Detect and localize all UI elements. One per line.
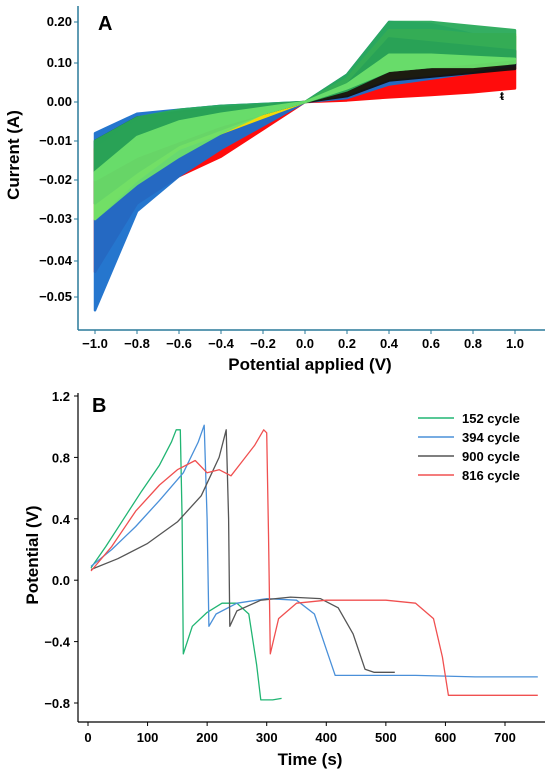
legend-label: 900 cycle: [462, 449, 520, 464]
panel-b-letter: B: [92, 395, 106, 417]
panel-b-x-tick-label: 400: [315, 730, 337, 745]
panel-b-y-tick-label: −0.8: [44, 696, 70, 711]
panel-a-y-tick-label: −0.04: [39, 253, 73, 268]
panel-b-plot-area: [90, 424, 538, 701]
gcd-line-1: [90, 429, 282, 701]
panel-a-y-ticks: 0.20 0.10 0.00 −0.01 −0.02 −0.03 −0.04 −0.05: [39, 14, 78, 304]
panel-a-x-tick-label: 1.0: [506, 336, 524, 351]
panel-a-stray-mark: ᵵ: [499, 89, 504, 103]
panel-b: B 1.2 0.8 0.4 0.0 −0.4 −0.8 0 100 200 300 400 500 6…: [23, 389, 545, 769]
panel-b-legend: 152 cycle 394 cycle 900 cycle 816 cycle: [418, 411, 520, 483]
panel-a-y-tick-label: −0.02: [39, 172, 72, 187]
panel-a-x-tick-label: −0.8: [124, 336, 150, 351]
panel-a-x-tick-label: −1.0: [82, 336, 108, 351]
legend-label: 816 cycle: [462, 468, 520, 483]
panel-a-letter: A: [98, 13, 112, 35]
panel-b-y-tick-label: 0.4: [52, 512, 71, 527]
panel-b-x-axis-title: Time (s): [278, 750, 343, 769]
panel-a-x-tick-label: −0.2: [250, 336, 276, 351]
panel-a-y-tick-label: 0.10: [47, 55, 72, 70]
legend-label: 152 cycle: [462, 411, 520, 426]
panel-b-x-tick-label: 600: [435, 730, 457, 745]
panel-a-y-tick-label: 0.00: [47, 94, 72, 109]
panel-a-x-tick-label: 0.8: [464, 336, 482, 351]
panel-b-y-axis-title: Potential (V): [23, 505, 42, 604]
panel-b-y-tick-label: 0.0: [52, 573, 70, 588]
gcd-line-2: [90, 424, 538, 678]
panel-a-y-tick-label: 0.20: [47, 14, 72, 29]
gcd-line-4: [90, 429, 538, 696]
cv-band-6: [93, 53, 517, 221]
gcd-line-3: [90, 429, 395, 673]
panel-b-x-tick-label: 700: [494, 730, 516, 745]
panel-b-x-ticks: 0 100 200 300 400 500 600 700: [84, 722, 516, 745]
panel-b-x-tick-label: 300: [256, 730, 278, 745]
panel-a-y-axis-title: Current (A): [4, 110, 23, 200]
panel-a-x-tick-label: −0.4: [208, 336, 234, 351]
panel-b-x-tick-label: 100: [137, 730, 159, 745]
legend-label: 394 cycle: [462, 430, 520, 445]
panel-a: A 0.200.100.00−0.01−0.02−0.03−0.04−0.05 …: [4, 6, 545, 374]
panel-a-x-tick-label: −0.6: [166, 336, 192, 351]
panel-a-plot-area: [93, 20, 517, 312]
panel-a-x-tick-label: 0.0: [296, 336, 314, 351]
panel-a-x-tick-label: 0.6: [422, 336, 440, 351]
panel-a-y-tick-label: −0.05: [39, 289, 72, 304]
panel-a-x-tick-label: 0.2: [338, 336, 356, 351]
panel-a-y-tick-label: −0.01: [39, 133, 72, 148]
panel-b-y-ticks: 1.2 0.8 0.4 0.0 −0.4 −0.8: [44, 389, 78, 711]
panel-a-y-tick-label: −0.03: [39, 211, 72, 226]
panel-b-y-tick-label: 1.2: [52, 389, 70, 404]
panel-a-x-ticks: −1.0 −0.8 −0.6 −0.4 −0.2 0.0 0.2 0.4 0.6 0.8 1.0: [82, 330, 524, 351]
panel-b-x-tick-label: 200: [196, 730, 218, 745]
panel-a-x-tick-label: 0.4: [380, 336, 399, 351]
panel-b-x-tick-label: 0: [84, 730, 91, 745]
panel-a-x-axis-title: Potential applied (V): [228, 355, 391, 374]
panel-b-y-tick-label: −0.4: [44, 635, 70, 650]
panel-b-y-tick-label: 0.8: [52, 450, 70, 465]
panel-b-x-tick-label: 500: [375, 730, 397, 745]
